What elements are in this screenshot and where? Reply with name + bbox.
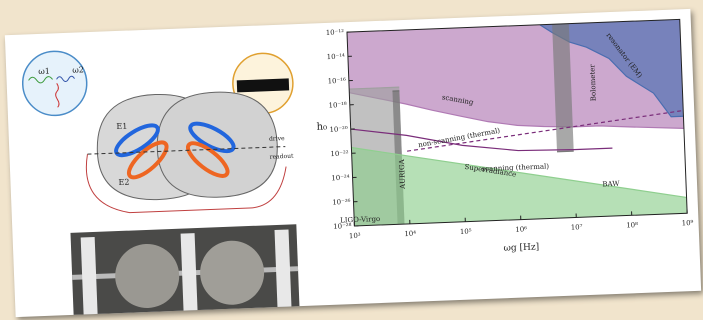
y-tick-label: 10⁻¹⁸ [328, 101, 347, 110]
screen: E1 E2 ω1 ω2 drive readout h₀ ωg [Hz] sca… [0, 0, 703, 320]
plot-area [347, 19, 687, 226]
diagram: E1 E2 ω1 ω2 drive readout [13, 34, 313, 317]
x-axis-label: ωg [Hz] [503, 242, 539, 253]
series-label: Bolometer [588, 63, 597, 101]
y-tick-label: 10⁻¹⁶ [327, 77, 346, 86]
series-label: non-scanning (thermal) [418, 127, 501, 150]
membrane [237, 78, 289, 92]
y-tick-label: 10⁻²⁰ [329, 125, 348, 134]
y-tick-label: 10⁻²⁸ [333, 222, 352, 231]
diagram-label: E1 [116, 122, 127, 131]
slide-card: E1 E2 ω1 ω2 drive readout h₀ ωg [Hz] sca… [5, 9, 701, 317]
y-tick-label: 10⁻²² [330, 149, 349, 158]
y-axis-label: h₀ [316, 121, 327, 132]
y-tick-label: 10⁻²⁴ [331, 174, 350, 183]
y-tick-label: 10⁻²⁶ [332, 198, 351, 207]
y-tick-label: 10⁻¹⁴ [327, 52, 346, 61]
photo [70, 224, 299, 317]
annotation: BAW [602, 180, 620, 189]
series-label: AURIGA [398, 158, 407, 190]
x-tick-label: 10⁹ [682, 219, 694, 227]
series-line [557, 151, 574, 152]
x-tick-label: 10⁴ [404, 230, 416, 238]
x-tick-label: 10⁷ [571, 223, 583, 231]
diagram-label: readout [270, 153, 295, 161]
diagram-label: ω1 [38, 67, 50, 76]
x-tick-label: 10³ [349, 232, 361, 240]
diagram-label: E2 [118, 178, 129, 187]
diagram-label: ω2 [72, 65, 84, 74]
sphere-right [155, 90, 279, 200]
series-label: scanning (thermal) [481, 162, 549, 173]
x-tick-label: 10⁸ [626, 221, 638, 229]
diagram-label: drive [269, 135, 285, 143]
x-tick-label: 10⁵ [460, 227, 472, 235]
y-tick-label: 10⁻¹² [326, 28, 345, 37]
x-tick-label: 10⁶ [515, 225, 527, 233]
